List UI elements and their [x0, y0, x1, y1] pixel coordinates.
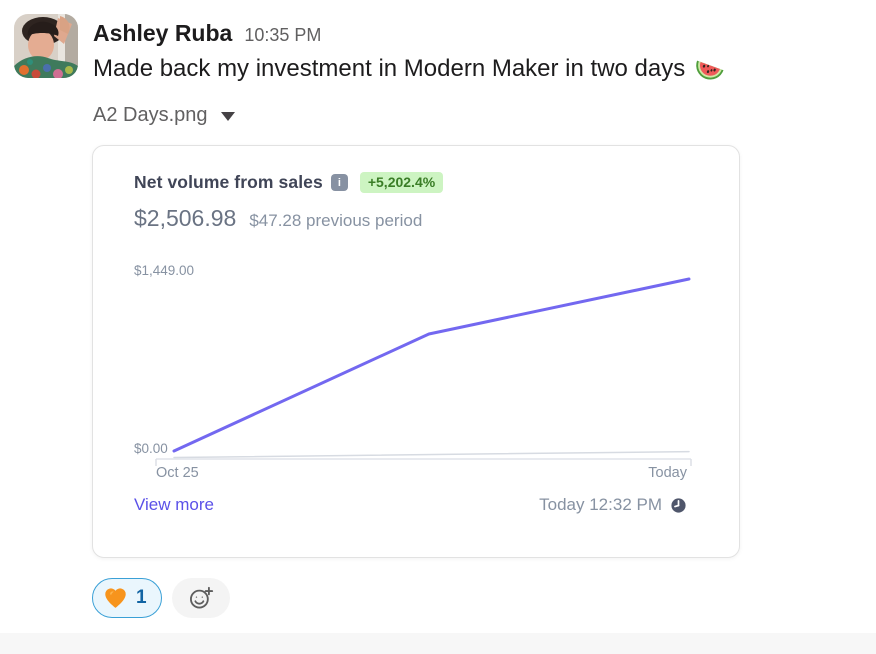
- caret-down-icon[interactable]: [220, 112, 235, 121]
- chart-values: $2,506.98 $47.28 previous period: [134, 205, 422, 232]
- message-text: Made back my investment in Modern Maker …: [93, 55, 686, 82]
- attachment-filename[interactable]: A2 Days.png: [93, 104, 208, 126]
- previous-period-value: $47.28 previous period: [249, 211, 423, 230]
- avatar-photo: [14, 14, 78, 78]
- info-icon: i: [330, 174, 348, 191]
- y-axis-label-max: $1,449.00: [134, 263, 195, 278]
- reaction-orange-heart[interactable]: 1: [92, 578, 162, 618]
- message-header: Ashley Ruba 10:35 PM: [93, 20, 321, 47]
- chart-series-lines: [172, 277, 691, 459]
- chart-card-header: Net volume from sales i +5,202.4%: [134, 172, 444, 193]
- chart-timestamp-text: Today 12:32 PM: [539, 495, 662, 514]
- chart-timestamp: Today 12:32 PM: [539, 495, 687, 515]
- chart-card[interactable]: Net volume from sales i +5,202.4% $2,506…: [92, 145, 740, 558]
- message-body: Made back my investment in Modern Maker …: [93, 52, 724, 86]
- page-bottom-strip: [0, 633, 876, 654]
- emoji-plus-icon: [189, 586, 213, 609]
- add-reaction-button[interactable]: [171, 578, 230, 618]
- avatar[interactable]: [14, 14, 78, 78]
- chart-title: Net volume from sales: [134, 172, 323, 192]
- growth-badge: +5,202.4%: [359, 172, 444, 193]
- watermelon-emoji: [694, 54, 724, 84]
- message-timestamp[interactable]: 10:35 PM: [244, 25, 322, 45]
- reaction-count: 1: [136, 587, 147, 608]
- y-axis-label-min: $0.00: [134, 441, 168, 456]
- attachment-header[interactable]: A2 Days.png: [93, 104, 235, 127]
- chart-svg: [155, 277, 692, 466]
- current-value: $2,506.98: [134, 205, 237, 231]
- clock-icon: [671, 497, 686, 513]
- message-author[interactable]: Ashley Ruba: [93, 20, 233, 46]
- orange-heart-icon: [105, 587, 126, 608]
- view-more-link[interactable]: View more: [134, 495, 214, 514]
- reactions-bar: 1: [92, 578, 230, 618]
- x-axis-label-start: Oct 25: [156, 465, 199, 481]
- chart-card-footer: View more Today 12:32 PM: [134, 495, 687, 515]
- x-axis-label-end: Today: [648, 465, 687, 481]
